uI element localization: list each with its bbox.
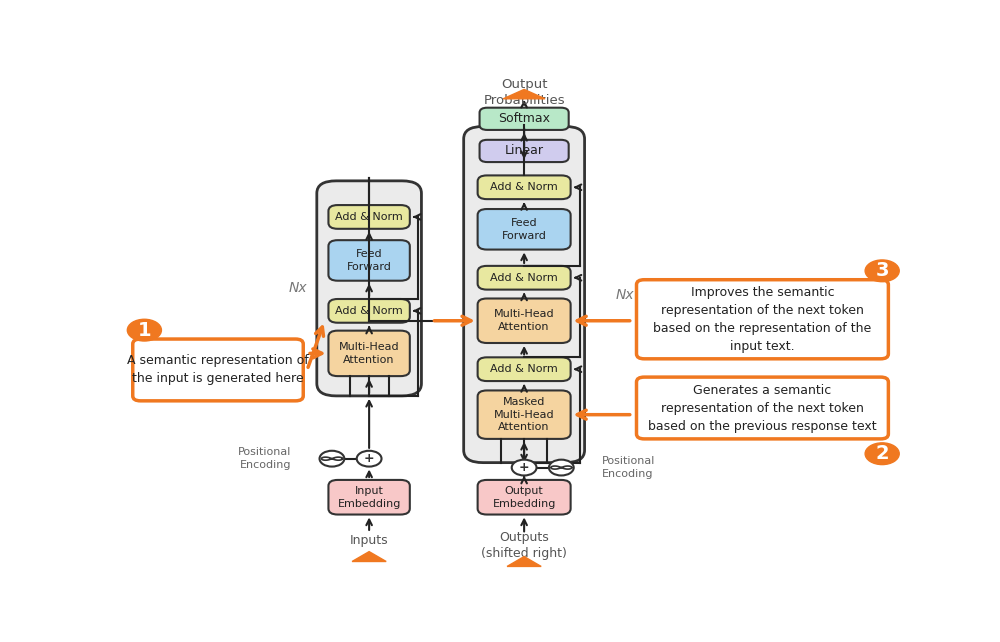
Text: 1: 1 — [138, 320, 151, 340]
Text: Softmax: Softmax — [498, 112, 550, 125]
Polygon shape — [507, 557, 541, 566]
FancyBboxPatch shape — [328, 331, 410, 376]
Text: A semantic representation of
the input is generated here: A semantic representation of the input i… — [127, 354, 309, 385]
Circle shape — [512, 460, 537, 476]
FancyBboxPatch shape — [478, 209, 571, 250]
Text: Inputs: Inputs — [350, 534, 388, 547]
Text: Masked
Multi-Head
Attention: Masked Multi-Head Attention — [494, 397, 554, 433]
FancyBboxPatch shape — [133, 339, 303, 401]
FancyBboxPatch shape — [328, 299, 410, 323]
Text: Add & Norm: Add & Norm — [335, 212, 403, 222]
Text: +: + — [364, 452, 374, 465]
FancyBboxPatch shape — [478, 390, 571, 439]
FancyBboxPatch shape — [637, 377, 888, 439]
Polygon shape — [503, 89, 545, 99]
Text: Feed
Forward: Feed Forward — [347, 249, 392, 272]
FancyBboxPatch shape — [317, 181, 421, 396]
Text: Add & Norm: Add & Norm — [490, 364, 558, 374]
FancyBboxPatch shape — [464, 126, 585, 463]
Circle shape — [549, 460, 574, 476]
Text: Generates a semantic
representation of the next token
based on the previous resp: Generates a semantic representation of t… — [648, 383, 877, 433]
Text: Output
Probabilities: Output Probabilities — [483, 78, 565, 107]
Text: Positional
Encoding: Positional Encoding — [602, 456, 655, 479]
Text: Add & Norm: Add & Norm — [335, 306, 403, 316]
Circle shape — [865, 260, 899, 282]
Text: Nx: Nx — [289, 281, 308, 295]
Circle shape — [865, 443, 899, 465]
Text: Positional
Encoding: Positional Encoding — [238, 447, 292, 470]
Polygon shape — [352, 551, 386, 562]
Text: Nx: Nx — [616, 288, 634, 302]
Text: Add & Norm: Add & Norm — [490, 182, 558, 192]
FancyBboxPatch shape — [478, 358, 571, 381]
Circle shape — [127, 319, 161, 341]
FancyBboxPatch shape — [328, 480, 410, 514]
Text: Add & Norm: Add & Norm — [490, 273, 558, 282]
Text: Improves the semantic
representation of the next token
based on the representati: Improves the semantic representation of … — [653, 286, 872, 352]
FancyBboxPatch shape — [480, 108, 569, 130]
FancyBboxPatch shape — [478, 175, 571, 199]
Text: Multi-Head
Attention: Multi-Head Attention — [339, 342, 399, 365]
FancyBboxPatch shape — [637, 280, 888, 359]
FancyBboxPatch shape — [478, 480, 571, 514]
Text: +: + — [519, 461, 529, 474]
Text: Outputs
(shifted right): Outputs (shifted right) — [481, 531, 567, 560]
Text: 2: 2 — [875, 444, 889, 464]
Circle shape — [357, 451, 382, 467]
FancyBboxPatch shape — [328, 240, 410, 281]
Text: Output
Embedding: Output Embedding — [492, 486, 556, 508]
FancyBboxPatch shape — [478, 266, 571, 290]
Text: Multi-Head
Attention: Multi-Head Attention — [494, 309, 554, 332]
Circle shape — [320, 451, 344, 467]
Text: 3: 3 — [875, 261, 889, 281]
FancyBboxPatch shape — [328, 205, 410, 229]
Text: Linear: Linear — [505, 144, 544, 157]
Text: Feed
Forward: Feed Forward — [502, 218, 547, 241]
FancyBboxPatch shape — [478, 299, 571, 343]
Text: Input
Embedding: Input Embedding — [337, 486, 401, 508]
FancyBboxPatch shape — [480, 140, 569, 162]
